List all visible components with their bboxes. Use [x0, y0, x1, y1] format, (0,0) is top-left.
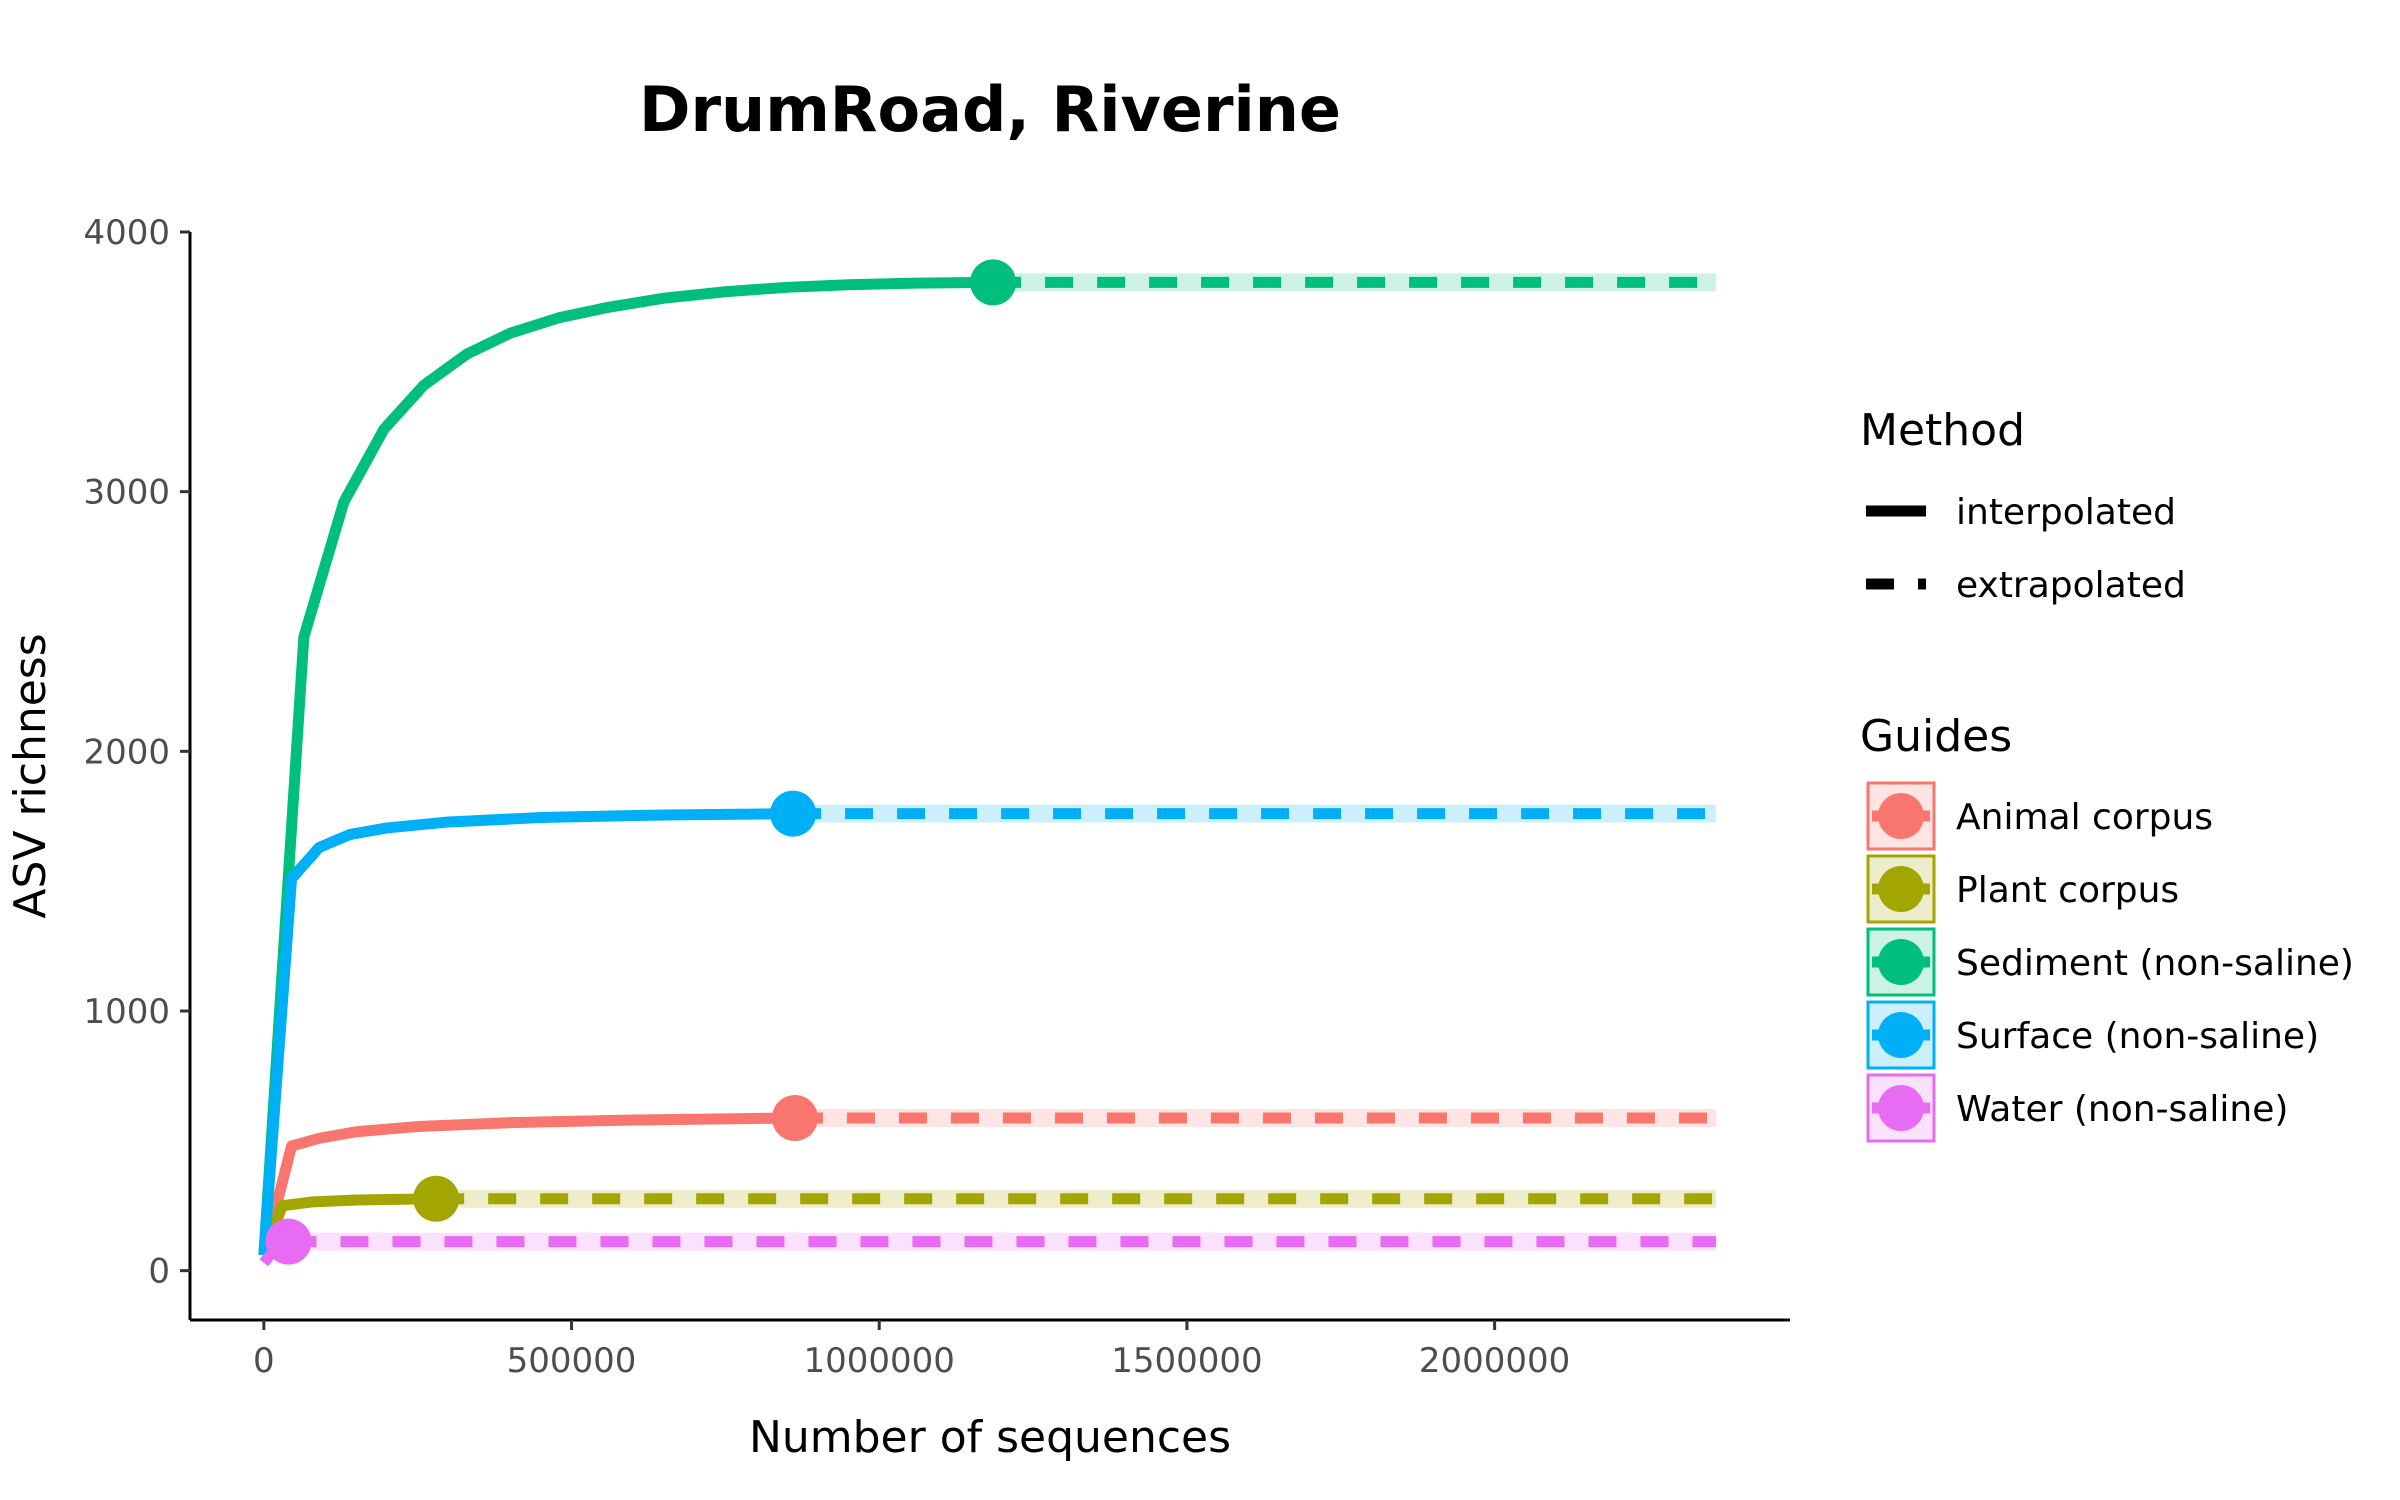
series-water-non-saline	[259, 1218, 1717, 1267]
observed-point	[413, 1175, 460, 1222]
x-ticks: 0 500000 1000000 1500000 2000000	[253, 1320, 1570, 1381]
axes: 0 500000 1000000 1500000 2000000 0 1000 2000 30…	[83, 213, 1790, 1381]
legend-item-guide: Animal corpus	[1866, 781, 2213, 851]
interpolated-line	[258, 808, 794, 1256]
legend-item-guide: Sediment (non-saline)	[1866, 927, 2354, 997]
method-legend-title: Method	[1860, 405, 2025, 456]
legend-label-guide: Water (non-saline)	[1956, 1089, 2288, 1130]
interpolated-line	[258, 276, 994, 1256]
legend-label-guide: Sediment (non-saline)	[1956, 943, 2354, 984]
observed-point	[770, 790, 817, 837]
series-animal-corpus	[258, 1094, 1717, 1257]
legend-label-extrapolated: extrapolated	[1956, 565, 2186, 606]
legend-key-point	[1878, 939, 1924, 985]
y-axis-title: ASV richness	[5, 633, 56, 918]
legend-item-guide: Water (non-saline)	[1866, 1073, 2288, 1143]
legend-label-guide: Animal corpus	[1956, 797, 2213, 838]
legend-label-guide: Surface (non-saline)	[1956, 1016, 2319, 1057]
x-axis-title: Number of sequences	[749, 1412, 1231, 1463]
legend-key-point	[1878, 793, 1924, 839]
x-tick-label: 1000000	[804, 1341, 955, 1381]
legend-label-interpolated: interpolated	[1956, 492, 2176, 533]
legend-item-guide: Surface (non-saline)	[1866, 1000, 2319, 1070]
chart-title: DrumRoad, Riverine	[639, 73, 1341, 146]
guides-legend: Animal corpus Plant corpus Sediment (non-s…	[1866, 781, 2354, 1143]
legend-label-guide: Plant corpus	[1956, 870, 2179, 911]
observed-point	[970, 259, 1017, 306]
series-sediment-non-saline	[258, 259, 1717, 1256]
y-ticks: 0 1000 2000 3000 4000	[83, 213, 190, 1292]
legend-item-extrapolated: extrapolated	[1866, 565, 2186, 606]
y-tick-label: 4000	[83, 213, 170, 253]
plot-area	[258, 259, 1717, 1267]
legend-key-point	[1878, 1012, 1924, 1058]
x-tick-label: 0	[253, 1341, 275, 1381]
observed-point	[265, 1218, 312, 1265]
y-tick-label: 3000	[83, 473, 170, 513]
x-tick-label: 500000	[507, 1341, 637, 1381]
y-tick-label: 2000	[83, 732, 170, 772]
interpolated-line	[258, 1112, 795, 1257]
y-tick-label: 0	[148, 1252, 170, 1292]
x-tick-label: 2000000	[1419, 1341, 1570, 1381]
guides-legend-title: Guides	[1860, 711, 2012, 762]
legend-item-interpolated: interpolated	[1866, 492, 2176, 533]
legend: Method interpolated extrapolated Guides …	[1860, 405, 2354, 1143]
legend-item-guide: Plant corpus	[1866, 854, 2179, 924]
legend-key-point	[1878, 866, 1924, 912]
series-surface-non-saline	[258, 790, 1717, 1256]
y-tick-label: 1000	[83, 992, 170, 1032]
legend-key-point	[1878, 1085, 1924, 1131]
x-tick-label: 1500000	[1111, 1341, 1262, 1381]
observed-point	[771, 1094, 818, 1141]
